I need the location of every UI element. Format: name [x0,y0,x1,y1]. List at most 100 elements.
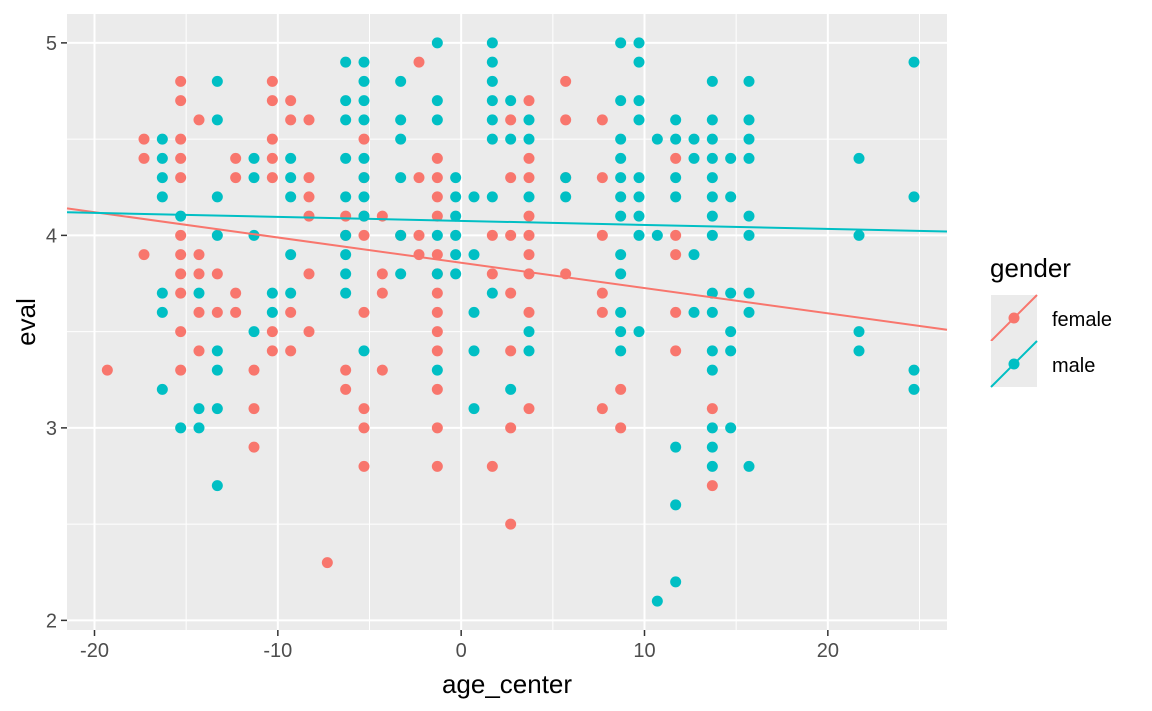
point-female [321,557,333,569]
point-male [706,75,718,87]
point-female [670,306,682,318]
point-female [358,403,370,415]
point-female [560,75,572,87]
point-female [505,114,517,126]
point-male [706,191,718,203]
point-male [523,326,535,338]
point-female [211,306,223,318]
point-male [175,422,187,434]
point-male [706,441,718,453]
point-male [908,56,920,68]
point-male [706,306,718,318]
plot-panel [67,14,947,630]
point-female [285,114,297,126]
point-male [431,95,443,107]
point-female [523,152,535,164]
point-male [670,576,682,588]
point-female [596,306,608,318]
point-male [193,287,205,299]
point-male [450,268,462,280]
point-male [431,114,443,126]
point-male [523,114,535,126]
point-male [670,172,682,184]
point-male [266,306,278,318]
point-male [358,95,370,107]
point-female [505,172,517,184]
point-female [340,383,352,395]
point-female [138,249,150,261]
point-female [230,152,242,164]
point-female [413,56,425,68]
point-female [431,460,443,472]
point-male [706,114,718,126]
point-male [523,345,535,357]
point-male [743,460,755,472]
point-male [615,345,627,357]
point-male [615,268,627,280]
point-male [340,191,352,203]
point-male [340,287,352,299]
point-male [651,133,663,145]
x-tick-label: 0 [456,640,467,662]
point-female [358,306,370,318]
point-female [431,326,443,338]
point-female [285,345,297,357]
point-female [358,460,370,472]
point-male [340,56,352,68]
point-male [688,152,700,164]
point-male [340,249,352,261]
point-female [175,249,187,261]
point-male [395,172,407,184]
point-female [523,306,535,318]
point-male [358,152,370,164]
point-male [908,191,920,203]
y-axis-title: eval [11,298,41,346]
point-male [670,499,682,511]
point-male [633,172,645,184]
point-male [523,133,535,145]
point-female [340,210,352,222]
point-female [523,249,535,261]
point-female [266,95,278,107]
point-male [615,306,627,318]
point-female [505,287,517,299]
point-female [266,75,278,87]
point-male [486,287,498,299]
point-female [175,133,187,145]
point-male [670,191,682,203]
point-male [853,326,865,338]
point-female [596,403,608,415]
point-male [615,326,627,338]
point-female [175,364,187,376]
fit-line-male [66,211,948,233]
point-female [431,306,443,318]
point-male [468,249,480,261]
y-tick-label: 4 [46,225,57,247]
point-male [633,326,645,338]
point-female [175,326,187,338]
point-male [395,133,407,145]
point-male [358,75,370,87]
point-male [285,191,297,203]
point-male [853,345,865,357]
data-points [101,37,920,607]
point-male [615,249,627,261]
point-male [486,95,498,107]
point-male [156,133,168,145]
point-female [431,345,443,357]
point-male [615,191,627,203]
point-female [505,518,517,530]
point-male [853,152,865,164]
point-female [431,249,443,261]
point-female [303,210,315,222]
point-female [413,172,425,184]
point-male [486,75,498,87]
point-male [468,403,480,415]
point-female [230,306,242,318]
point-female [670,249,682,261]
point-female [523,403,535,415]
y-tick-label: 5 [46,33,57,55]
legend-label-female: female [1052,309,1112,331]
point-male [248,326,260,338]
y-tick-label: 2 [46,610,57,632]
